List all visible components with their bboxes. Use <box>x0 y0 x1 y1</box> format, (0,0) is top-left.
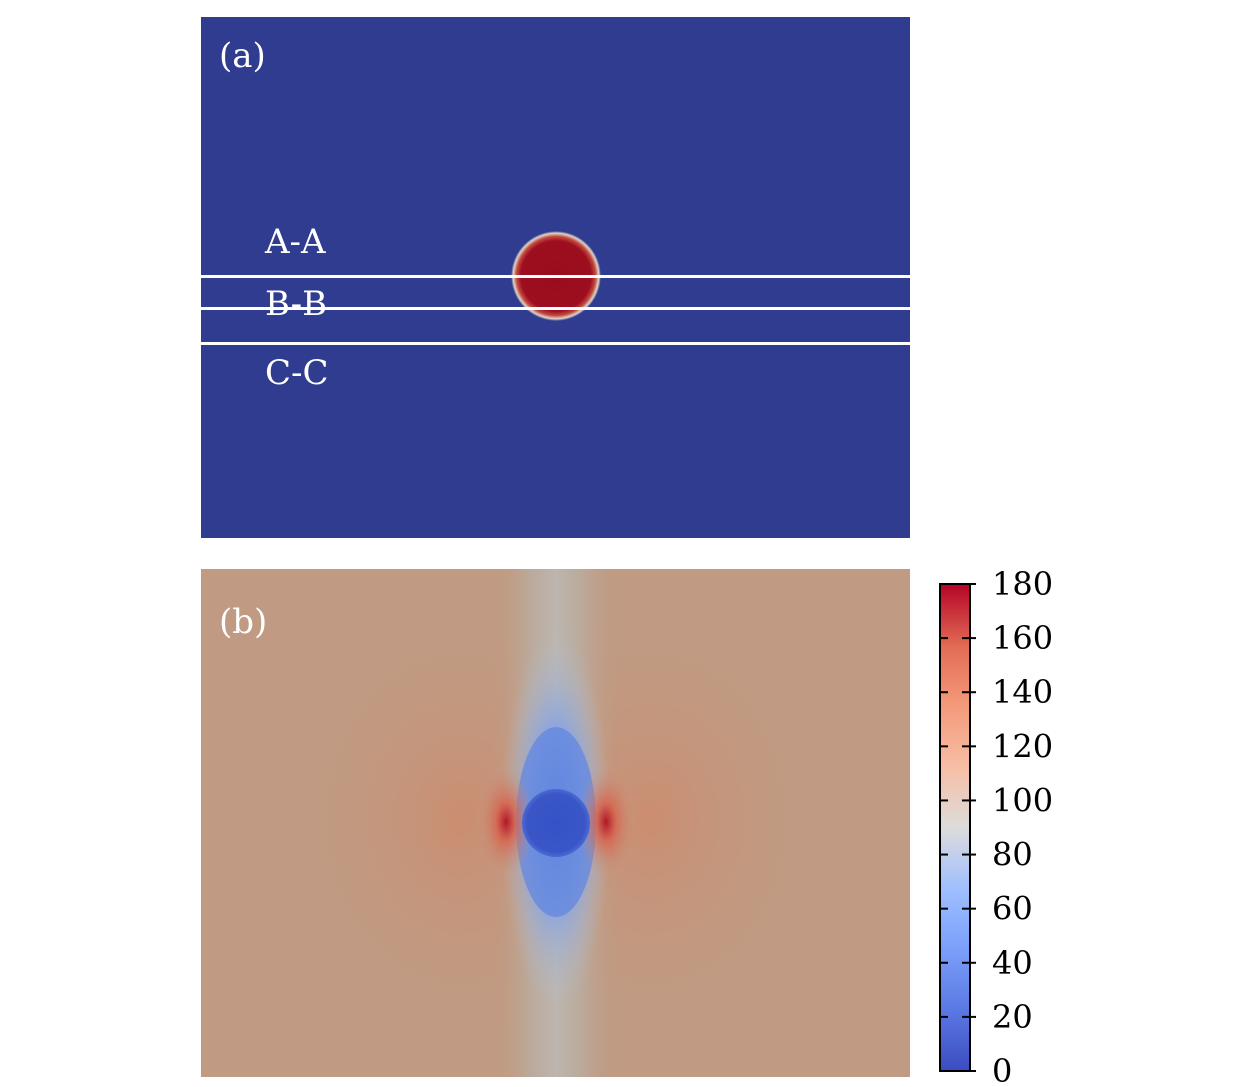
section-line-c-c <box>201 342 910 345</box>
colorbar-gradient <box>939 583 971 1072</box>
colorbar: 0 20 40 60 80 100 120 140 160 180 <box>939 565 1053 1087</box>
panel-b-label: (b) <box>219 602 268 642</box>
panel-a-label: (a) <box>219 36 266 76</box>
colorbar-tick-label-7: 140 <box>992 673 1053 711</box>
colorbar-tick-label-4: 80 <box>992 836 1033 874</box>
section-line-a-a <box>201 275 910 278</box>
section-label-c-c: C-C <box>265 353 329 393</box>
colorbar-tick-label-5: 100 <box>992 781 1053 819</box>
colorbar-tick-label-6: 120 <box>992 727 1053 765</box>
panel-b-red-lobe-right <box>578 767 634 877</box>
panel-b-heatmap: (b) <box>201 569 910 1077</box>
colorbar-ticks: 0 20 40 60 80 100 120 140 160 180 <box>940 565 1053 1087</box>
colorbar-tick-label-3: 60 <box>992 890 1033 928</box>
colorbar-tick-label-0: 0 <box>992 1052 1012 1087</box>
panel-b-red-lobe-left <box>478 767 534 877</box>
colorbar-tick-label-2: 40 <box>992 944 1033 982</box>
colorbar-tick-label-8: 160 <box>992 619 1053 657</box>
colorbar-tick-label-9: 180 <box>992 565 1053 603</box>
panel-b-core <box>522 789 590 857</box>
colorbar-tick-label-1: 20 <box>992 998 1033 1036</box>
panel-a-heatmap: (a) A-A B-B C-C <box>201 17 910 538</box>
section-label-b-b: B-B <box>265 284 328 324</box>
section-label-a-a: A-A <box>265 222 326 262</box>
panel-b-field <box>201 569 910 1077</box>
section-line-b-b <box>201 307 910 310</box>
